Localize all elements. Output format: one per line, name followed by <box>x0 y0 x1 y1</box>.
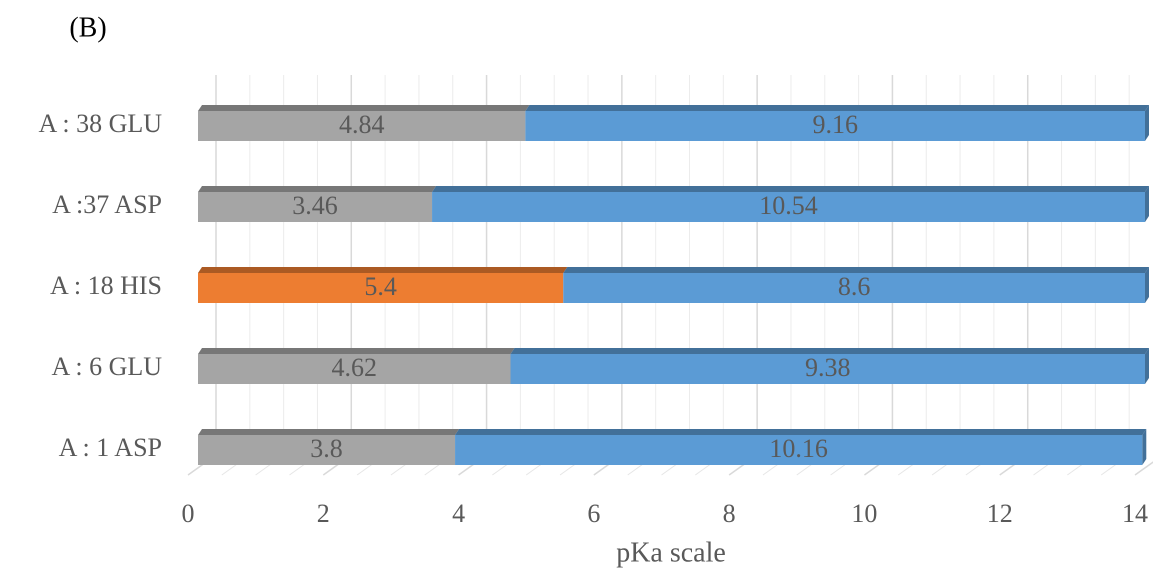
bar-side <box>1145 186 1149 222</box>
bar-side <box>1142 429 1147 465</box>
value-label: 8.6 <box>838 272 871 301</box>
value-label: 4.84 <box>339 110 385 139</box>
x-tick-label: 12 <box>987 499 1013 528</box>
x-tick-label: 8 <box>723 499 736 528</box>
bar-top <box>198 105 530 111</box>
x-tick-label: 10 <box>851 499 877 528</box>
value-label: 4.62 <box>332 353 378 382</box>
bar-top <box>198 186 437 192</box>
bar <box>563 273 1145 303</box>
bar <box>510 354 1145 384</box>
bar <box>432 192 1145 222</box>
bar <box>455 435 1143 465</box>
bar-top <box>198 267 568 273</box>
value-label: 9.38 <box>805 353 851 382</box>
floor-grid-line <box>1134 461 1153 476</box>
bar <box>198 192 433 222</box>
x-tick-label: 14 <box>1122 499 1148 528</box>
value-label: 3.46 <box>292 191 338 220</box>
y-tick-label: A : 1 ASP <box>59 433 162 462</box>
value-label: 9.16 <box>812 110 858 139</box>
bar <box>198 273 564 303</box>
y-tick-label: A : 38 GLU <box>39 109 163 138</box>
bar <box>525 111 1145 141</box>
x-tick-label: 4 <box>452 499 465 528</box>
bar-top <box>563 267 1149 273</box>
bar-top <box>455 429 1147 435</box>
x-tick-label: 6 <box>587 499 600 528</box>
value-label: 10.54 <box>759 191 818 220</box>
x-tick-label: 0 <box>182 499 195 528</box>
panel-label: (B) <box>69 12 106 43</box>
bar-top <box>510 348 1149 354</box>
bar <box>198 111 526 141</box>
y-tick-label: A : 18 HIS <box>50 271 162 300</box>
value-label: 10.16 <box>769 434 828 463</box>
bar-side <box>1145 348 1149 384</box>
bar-top <box>198 348 515 354</box>
bar-side <box>1145 267 1149 303</box>
bar <box>198 435 456 465</box>
x-tick-label: 2 <box>317 499 330 528</box>
bar-top <box>432 186 1149 192</box>
value-label: 3.8 <box>310 434 343 463</box>
bar <box>198 354 511 384</box>
y-tick-label: A : 6 GLU <box>52 352 163 381</box>
x-axis-label: pKa scale <box>616 537 726 568</box>
bar-top <box>525 105 1149 111</box>
y-tick-label: A :37 ASP <box>52 190 162 219</box>
bar-top <box>198 429 460 435</box>
bar-side <box>1145 105 1149 141</box>
value-label: 5.4 <box>364 272 397 301</box>
